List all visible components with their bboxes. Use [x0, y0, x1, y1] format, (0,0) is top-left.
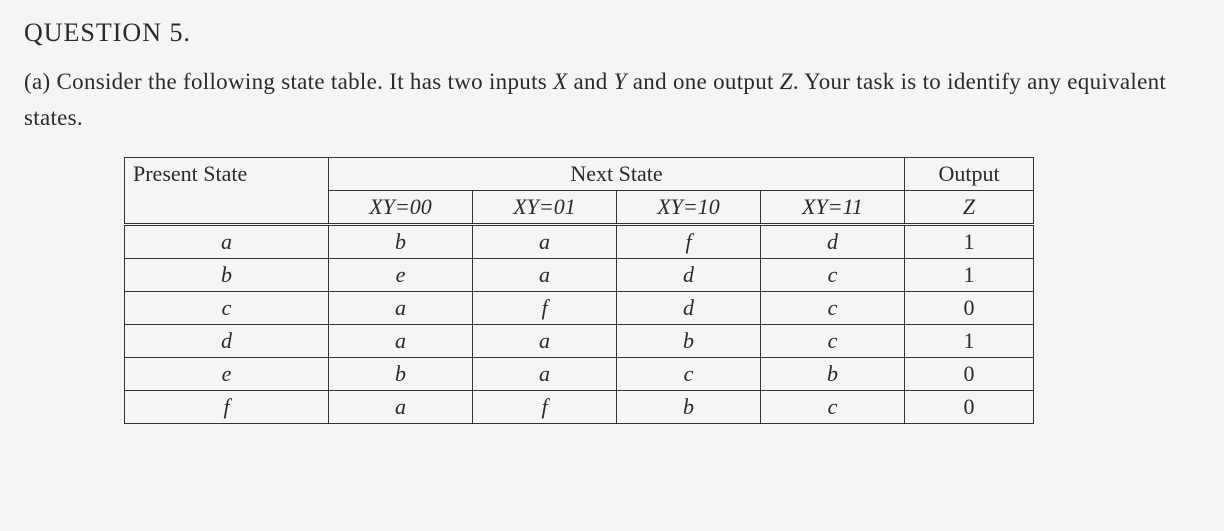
table-row: f a f b c 0: [125, 391, 1034, 424]
col-header-output: Output: [905, 158, 1034, 191]
prompt-text: and: [567, 69, 613, 94]
col-header-xy10: XY=10: [617, 191, 761, 225]
state-cell: f: [125, 391, 329, 424]
ns-cell: d: [761, 225, 905, 259]
ns-cell: e: [329, 259, 473, 292]
ns-cell: c: [617, 358, 761, 391]
ns-cell: a: [473, 259, 617, 292]
ns-cell: b: [329, 358, 473, 391]
output-cell: 1: [905, 259, 1034, 292]
ns-cell: b: [761, 358, 905, 391]
col-header-present: Present State: [125, 158, 329, 225]
col-header-next: Next State: [329, 158, 905, 191]
state-cell: a: [125, 225, 329, 259]
table-row: a b a f d 1: [125, 225, 1034, 259]
ns-cell: c: [761, 325, 905, 358]
output-cell: 1: [905, 225, 1034, 259]
ns-cell: a: [473, 225, 617, 259]
state-cell: c: [125, 292, 329, 325]
ns-cell: f: [473, 391, 617, 424]
question-heading: QUESTION 5.: [24, 18, 1200, 48]
ns-cell: a: [473, 325, 617, 358]
ns-cell: a: [473, 358, 617, 391]
col-header-xy00: XY=00: [329, 191, 473, 225]
ns-cell: f: [617, 225, 761, 259]
question-prompt: (a) Consider the following state table. …: [24, 64, 1200, 135]
ns-cell: b: [329, 225, 473, 259]
prompt-text: Consider the following state table. It h…: [57, 69, 554, 94]
state-table: Present State Next State Output XY=00 XY…: [124, 157, 1034, 424]
state-cell: d: [125, 325, 329, 358]
ns-cell: f: [473, 292, 617, 325]
part-label: (a): [24, 69, 50, 94]
ns-cell: c: [761, 292, 905, 325]
ns-cell: d: [617, 259, 761, 292]
output-cell: 1: [905, 325, 1034, 358]
var-z: Z: [780, 69, 793, 94]
ns-cell: c: [761, 391, 905, 424]
prompt-text: and one output: [627, 69, 780, 94]
col-header-xy01: XY=01: [473, 191, 617, 225]
col-header-z: Z: [905, 191, 1034, 225]
ns-cell: d: [617, 292, 761, 325]
table-header-row: Present State Next State Output: [125, 158, 1034, 191]
output-cell: 0: [905, 391, 1034, 424]
var-y: Y: [614, 69, 627, 94]
table-row: d a a b c 1: [125, 325, 1034, 358]
ns-cell: a: [329, 292, 473, 325]
table-row: b e a d c 1: [125, 259, 1034, 292]
ns-cell: b: [617, 325, 761, 358]
state-cell: e: [125, 358, 329, 391]
table-row: e b a c b 0: [125, 358, 1034, 391]
output-cell: 0: [905, 358, 1034, 391]
var-x: X: [553, 69, 567, 94]
col-header-xy11: XY=11: [761, 191, 905, 225]
ns-cell: a: [329, 325, 473, 358]
ns-cell: b: [617, 391, 761, 424]
output-cell: 0: [905, 292, 1034, 325]
ns-cell: a: [329, 391, 473, 424]
state-cell: b: [125, 259, 329, 292]
table-row: c a f d c 0: [125, 292, 1034, 325]
ns-cell: c: [761, 259, 905, 292]
